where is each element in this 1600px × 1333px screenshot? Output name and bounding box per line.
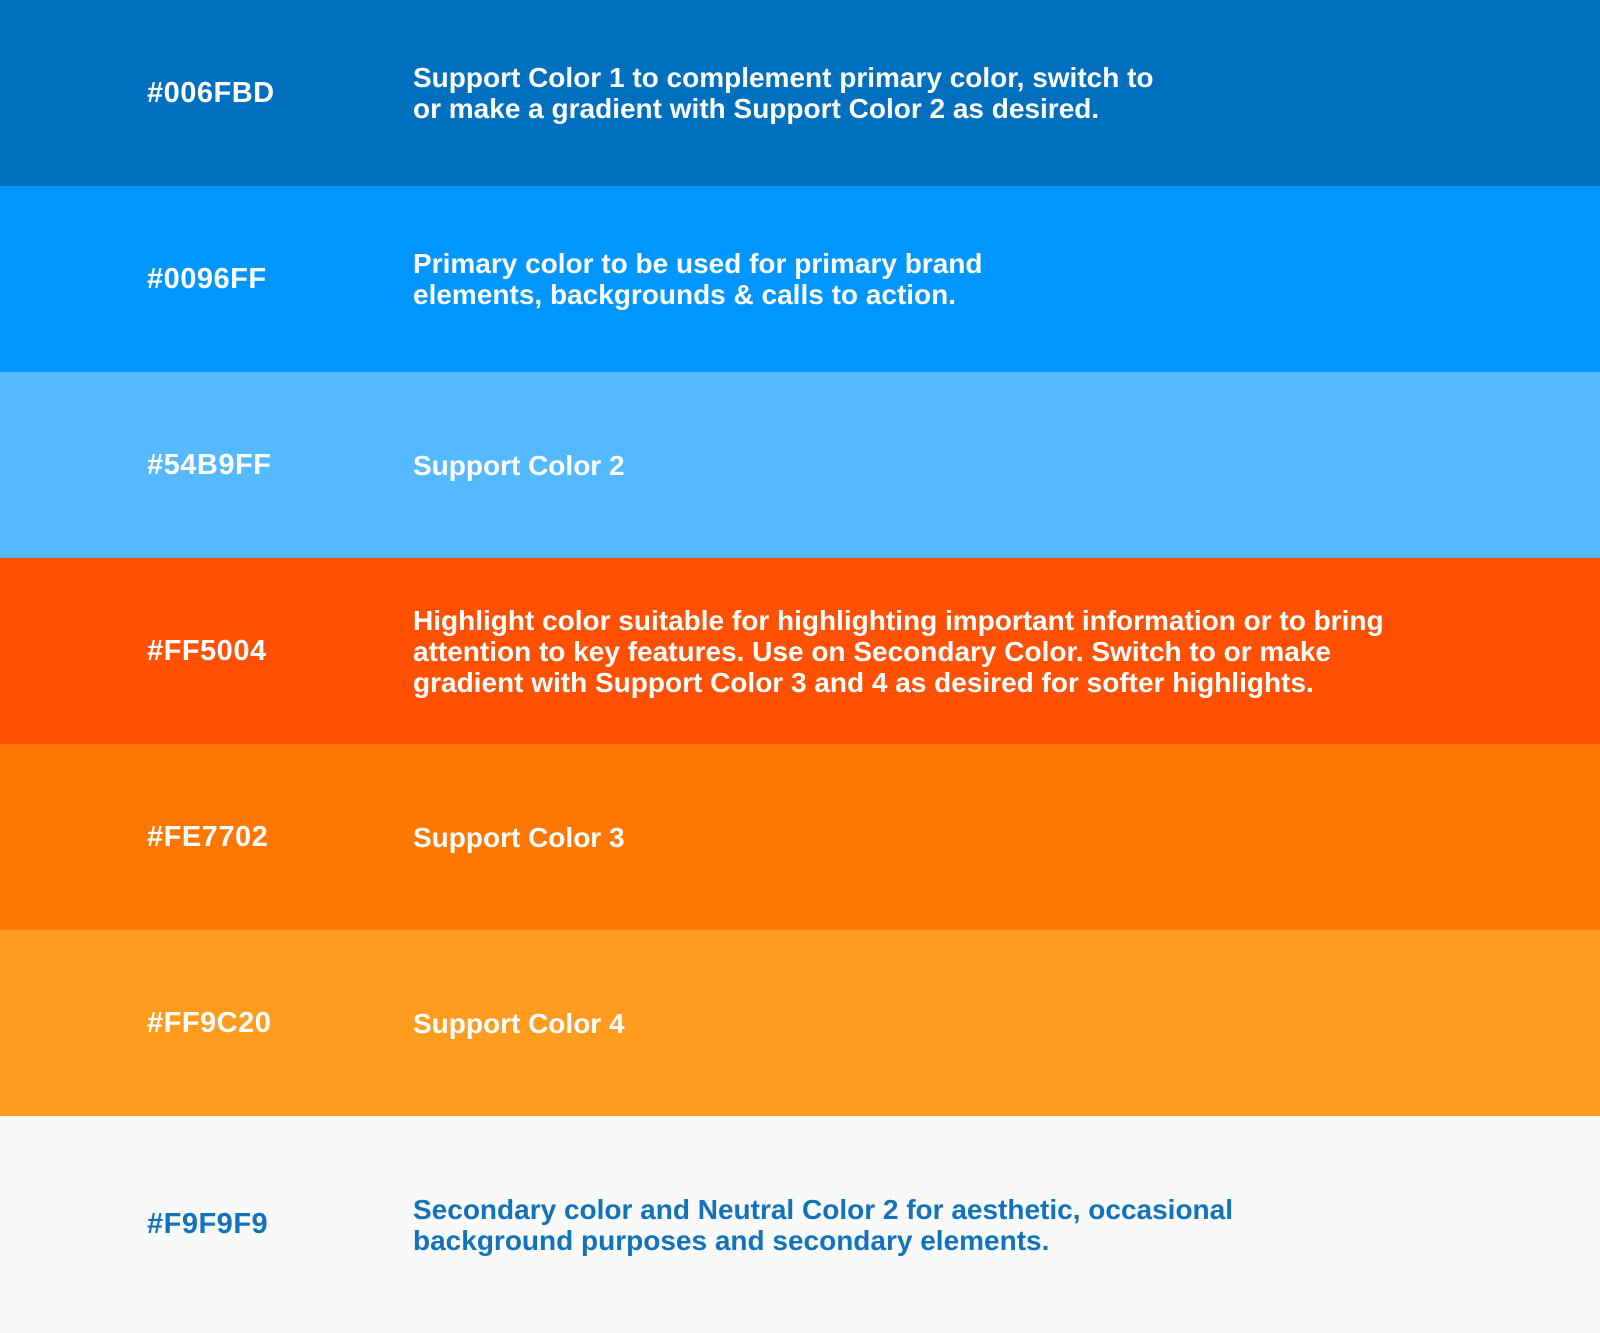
- color-band-support-2: #54B9FF Support Color 2: [0, 372, 1600, 558]
- hex-code: #FF5004: [147, 634, 267, 667]
- color-description: Support Color 3: [413, 821, 625, 853]
- color-band-support-3: #FE7702 Support Color 3: [0, 744, 1600, 930]
- hex-code: #54B9FF: [147, 448, 272, 481]
- color-band-highlight: #FF5004 Highlight color suitable for hig…: [0, 558, 1600, 744]
- hex-code: #FE7702: [147, 820, 269, 853]
- color-band-support-4: #FF9C20 Support Color 4: [0, 930, 1600, 1116]
- color-description: Primary color to be used for primary bra…: [413, 248, 983, 310]
- hex-code: #006FBD: [147, 76, 275, 109]
- hex-code: #0096FF: [147, 262, 267, 295]
- color-band-primary: #0096FF Primary color to be used for pri…: [0, 186, 1600, 372]
- color-band-secondary-neutral: #F9F9F9 Secondary color and Neutral Colo…: [0, 1116, 1600, 1333]
- color-description: Secondary color and Neutral Color 2 for …: [413, 1193, 1234, 1256]
- color-description: Highlight color suitable for highlightin…: [413, 604, 1384, 698]
- color-description: Support Color 1 to complement primary co…: [413, 62, 1154, 124]
- color-description: Support Color 4: [413, 1007, 625, 1039]
- hex-code: #F9F9F9: [147, 1208, 269, 1240]
- hex-code: #FF9C20: [147, 1006, 272, 1039]
- color-description: Support Color 2: [413, 449, 625, 481]
- color-band-support-1: #006FBD Support Color 1 to complement pr…: [0, 0, 1600, 186]
